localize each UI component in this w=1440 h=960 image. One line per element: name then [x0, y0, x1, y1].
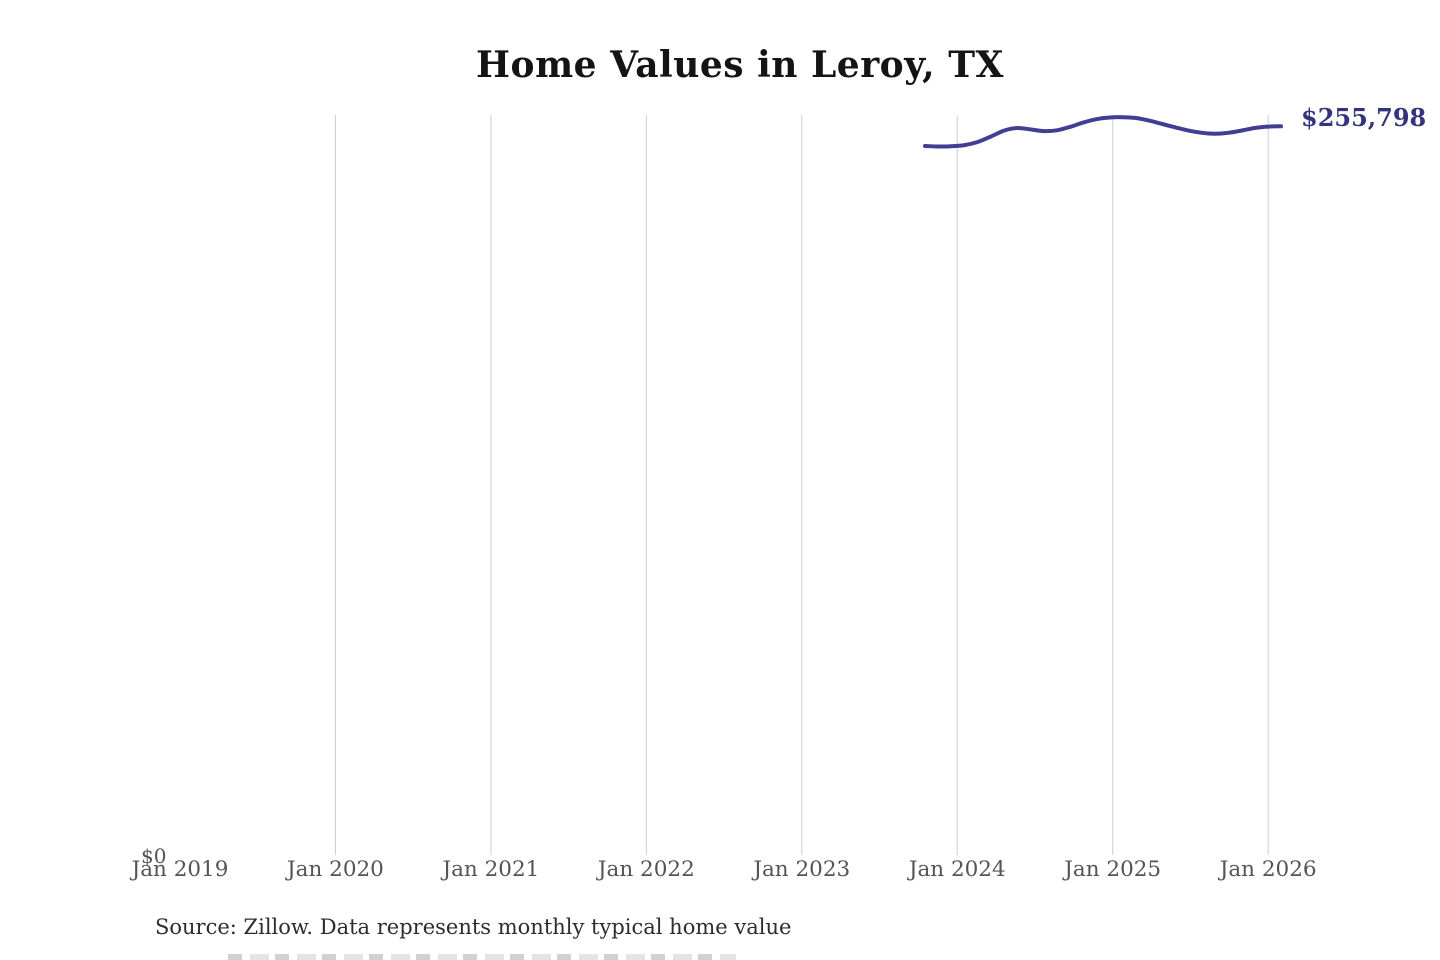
source-note: Source: Zillow. Data represents monthly …: [155, 915, 792, 939]
home-value-line-series: [923, 115, 1283, 149]
x-tick-label: Jan 2022: [597, 857, 695, 882]
clipped-text-fragment: [228, 954, 736, 960]
x-tick-label: Jan 2023: [753, 857, 851, 882]
latest-value-label: $255,798: [1301, 103, 1427, 132]
chart-title: Home Values in Leroy, TX: [476, 44, 1004, 86]
x-tick-label: Jan 2025: [1064, 857, 1162, 882]
x-tick-label: Jan 2019: [131, 857, 229, 882]
y-axis-zero-label: $0: [141, 844, 167, 868]
x-tick-label: Jan 2026: [1219, 857, 1317, 882]
x-tick-label: Jan 2020: [287, 857, 384, 882]
x-tick-label: Jan 2024: [908, 857, 1006, 882]
x-tick-label: Jan 2021: [442, 857, 540, 882]
year-gridlines: [334, 115, 1269, 855]
